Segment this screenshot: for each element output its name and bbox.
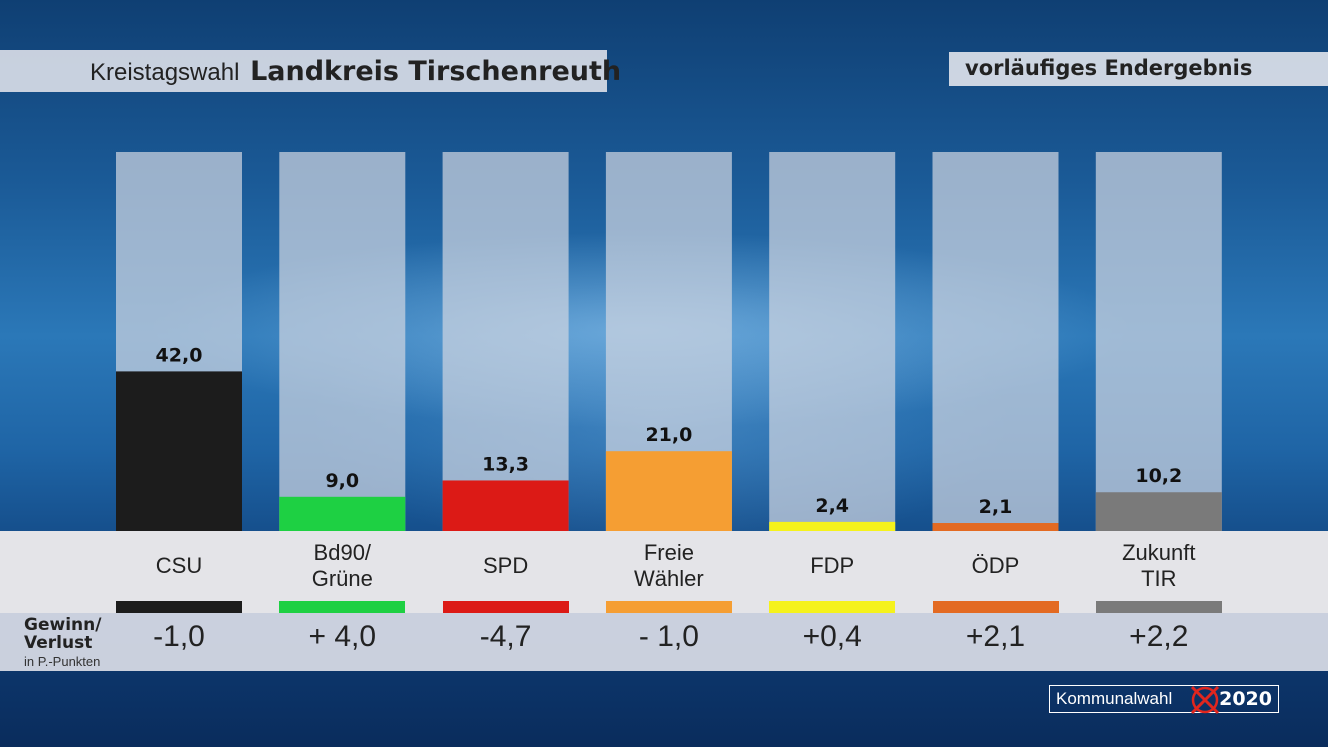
bar-track <box>932 152 1059 531</box>
title-bar: Kreistagswahl Landkreis Tirschenreuth <box>0 50 621 92</box>
change-value: +2,2 <box>1129 620 1189 653</box>
category-label: Zukunft TIR <box>1122 540 1196 591</box>
bar-track <box>769 152 896 531</box>
change-value: -4,7 <box>479 620 532 653</box>
category-label: FDP <box>810 553 855 578</box>
bar <box>932 523 1059 531</box>
change-label-sub: in P.-Punkten <box>24 654 101 669</box>
color-strip <box>932 601 1059 613</box>
data-label: 10,2 <box>1135 465 1182 487</box>
logo-text: Kommunalwahl <box>1056 689 1173 708</box>
election-logo: Kommunalwahl 2020 <box>1049 685 1279 715</box>
category-label: SPD <box>482 553 529 578</box>
bar-track <box>1095 152 1222 531</box>
data-label: 2,4 <box>815 495 849 517</box>
category-label: Bd90/Grüne <box>311 540 373 591</box>
logo-year: 2020 <box>1219 688 1272 710</box>
color-strip <box>769 601 896 613</box>
bar <box>769 521 896 531</box>
change-value: - 1,0 <box>638 620 699 653</box>
page-title: Kreistagswahl Landkreis Tirschenreuth <box>90 56 621 87</box>
data-label: 42,0 <box>156 344 203 366</box>
data-label: 13,3 <box>482 453 529 475</box>
change-label-line1: Gewinn/ <box>24 615 102 635</box>
bar-chart: 42,0 9,0 13,3 21,0 2,4 2,1 10,2 <box>116 152 1222 531</box>
category-label-band <box>0 531 1328 613</box>
color-strip <box>116 601 242 613</box>
bar <box>605 451 732 531</box>
data-label: 21,0 <box>645 424 692 446</box>
status-text: vorläufiges Endergebnis <box>965 56 1253 80</box>
change-label: Gewinn/ Verlust <box>24 616 101 652</box>
bar <box>116 371 242 531</box>
category-label: CSU <box>155 553 203 578</box>
bar-track <box>442 152 569 531</box>
change-value: +2,1 <box>965 620 1026 653</box>
data-label: 9,0 <box>325 470 359 492</box>
bar <box>1095 492 1222 531</box>
change-band <box>0 613 1328 671</box>
title-prefix: Kreistagswahl <box>90 59 240 86</box>
color-strip <box>279 601 406 613</box>
change-value: -1,0 <box>153 620 205 653</box>
title-main: Landkreis Tirschenreuth <box>250 56 622 87</box>
bar <box>442 480 569 531</box>
data-label: 2,1 <box>979 496 1013 518</box>
change-value: + 4,0 <box>308 620 377 653</box>
category-label: ÖDP <box>971 553 1020 578</box>
color-strip <box>442 601 569 613</box>
category-label: Freie Wähler <box>634 540 704 591</box>
bar-track <box>279 152 406 531</box>
status-bar: vorläufiges Endergebnis <box>949 52 1328 86</box>
color-strip <box>1095 601 1222 613</box>
change-value: +0,4 <box>802 620 862 653</box>
bar <box>279 496 406 531</box>
ballot-cross-icon <box>1190 685 1220 715</box>
color-strip <box>605 601 732 613</box>
change-label-line2: Verlust <box>24 633 93 653</box>
